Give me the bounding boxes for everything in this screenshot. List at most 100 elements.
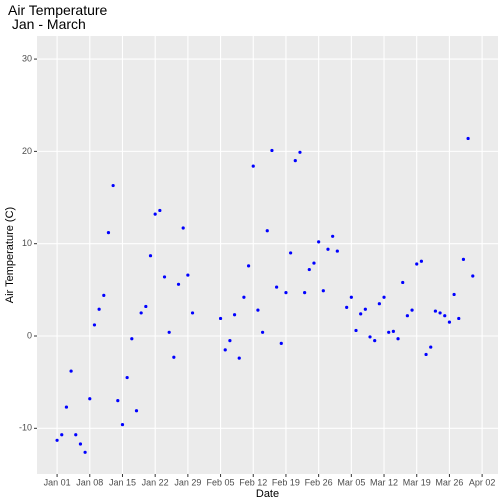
point: [130, 337, 134, 341]
point: [284, 291, 288, 295]
point: [181, 226, 185, 230]
point: [162, 275, 167, 279]
x-tick-label: Jan 08: [76, 477, 103, 487]
point: [307, 267, 311, 272]
point: [452, 292, 456, 297]
point: [298, 150, 302, 154]
point: [78, 442, 83, 446]
point: [443, 314, 447, 318]
y-tick-label: 30: [22, 53, 32, 63]
point: [55, 438, 59, 442]
point: [256, 308, 260, 312]
point: [457, 316, 461, 321]
point: [429, 345, 433, 349]
point: [116, 399, 120, 403]
point: [251, 164, 255, 168]
point: [275, 285, 279, 289]
x-axis-title: Date: [256, 488, 279, 500]
point: [158, 208, 162, 213]
x-tick-label: Feb 05: [207, 477, 235, 487]
chart-title: Air Temperature Jan - March: [8, 2, 108, 32]
point: [190, 311, 195, 315]
point: [83, 450, 87, 454]
point: [335, 249, 339, 253]
point: [172, 355, 176, 359]
point: [148, 254, 153, 258]
point: [326, 247, 330, 251]
point: [438, 311, 442, 315]
x-tick-label: Jan 15: [109, 477, 136, 487]
point: [317, 240, 321, 244]
point: [321, 289, 325, 293]
point: [396, 337, 400, 341]
point: [232, 313, 237, 317]
y-tick-label: 20: [22, 146, 32, 156]
point: [153, 212, 157, 216]
point: [461, 257, 466, 261]
x-tick-label: Mar 12: [370, 477, 398, 487]
point: [167, 330, 171, 334]
point: [363, 307, 367, 311]
point: [401, 280, 405, 285]
point: [387, 330, 391, 334]
point: [64, 405, 69, 409]
y-axis-title: Air Temperature (C): [4, 207, 16, 303]
point: [349, 295, 353, 299]
point: [134, 409, 139, 413]
point: [102, 293, 106, 297]
point: [242, 295, 246, 299]
x-tick-label: Feb 26: [305, 477, 333, 487]
point: [218, 316, 223, 321]
point: [279, 341, 283, 345]
point: [312, 261, 316, 265]
point: [303, 291, 307, 295]
x-tick-label: Mar 19: [403, 477, 431, 487]
x-tick-label: Feb 19: [272, 477, 300, 487]
point: [223, 348, 227, 352]
point: [471, 274, 475, 278]
point: [331, 234, 335, 238]
point: [293, 159, 297, 163]
x-tick-label: Jan 22: [142, 477, 169, 487]
y-tick-label: 10: [22, 238, 32, 248]
point: [373, 339, 377, 343]
point: [415, 262, 419, 266]
point: [270, 148, 274, 153]
point: [176, 282, 181, 286]
x-tick-label: Feb 12: [239, 477, 267, 487]
x-tick-label: Apr 02: [469, 477, 496, 487]
y-tick-label: -10: [19, 423, 32, 433]
point: [265, 229, 269, 233]
point: [405, 314, 409, 318]
point: [228, 339, 232, 343]
point: [125, 375, 129, 380]
point: [60, 433, 64, 437]
x-tick-label: Mar 05: [337, 477, 365, 487]
x-tick-label: Jan 01: [44, 477, 71, 487]
point: [345, 305, 349, 309]
point: [289, 251, 293, 255]
point: [74, 433, 78, 437]
point: [246, 264, 251, 268]
point: [424, 352, 428, 357]
point: [97, 307, 101, 311]
y-tick-label: 0: [27, 330, 32, 340]
point: [69, 369, 73, 373]
point: [120, 423, 125, 427]
panel: [37, 36, 498, 474]
point: [186, 273, 190, 277]
point: [447, 320, 452, 324]
x-tick-label: Jan 29: [174, 477, 201, 487]
point: [139, 311, 143, 315]
point: [419, 259, 424, 263]
point: [368, 335, 372, 339]
point: [354, 328, 358, 333]
point: [92, 323, 97, 327]
point: [144, 304, 148, 309]
x-tick-label: Mar 26: [435, 477, 463, 487]
point: [433, 309, 438, 313]
point: [377, 302, 381, 306]
point: [410, 308, 414, 312]
